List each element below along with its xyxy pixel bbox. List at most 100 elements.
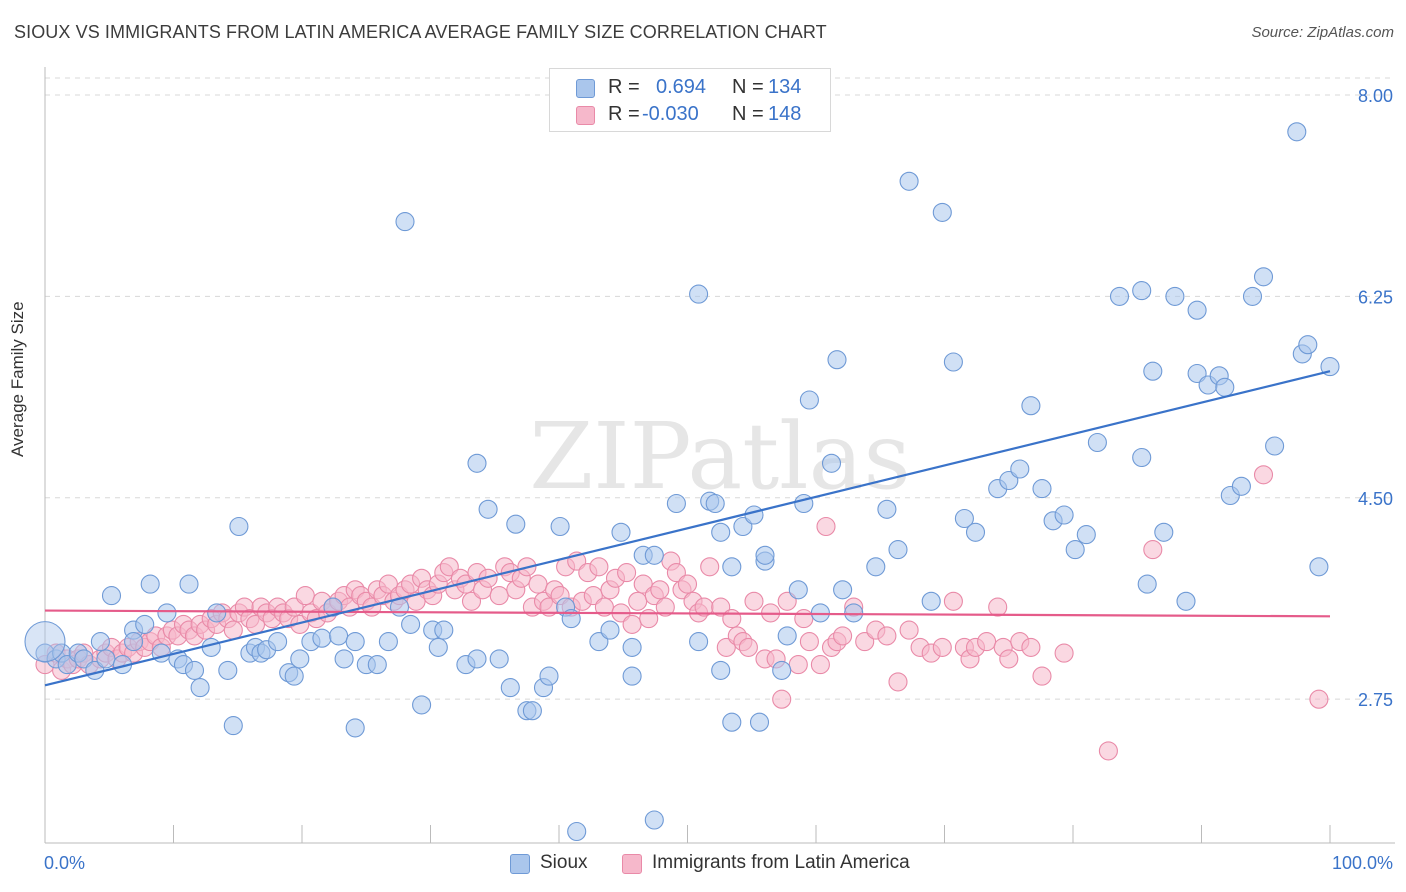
sioux-trend-line	[44, 370, 1331, 687]
latin-america-point	[794, 609, 814, 629]
sioux-point	[24, 621, 66, 663]
sioux-point	[74, 649, 94, 669]
sioux-point	[329, 626, 349, 646]
x-tick-labels: 0.0% 100.0%	[44, 853, 1393, 873]
sioux-point	[644, 545, 664, 565]
legend-r-label: R =	[608, 76, 640, 98]
latin-america-point	[799, 632, 819, 652]
sioux-point	[312, 628, 332, 648]
x-tick-label: 100.0%	[1332, 853, 1393, 873]
sioux-point	[1132, 281, 1152, 301]
latin-america-point	[295, 586, 315, 606]
latin-america-point	[738, 637, 758, 657]
latin-america-point	[700, 557, 720, 577]
sioux-point	[1132, 447, 1152, 468]
latin-america-point	[1309, 689, 1329, 709]
sioux-point	[833, 580, 853, 600]
latin-america-point	[1253, 465, 1274, 485]
sioux-point	[722, 557, 742, 577]
sioux-point	[1253, 267, 1274, 287]
latin-america-point	[583, 586, 603, 606]
sioux-point	[96, 649, 116, 669]
sioux-point	[90, 632, 110, 652]
sioux-point	[689, 632, 709, 652]
legend-n-value: 134	[768, 76, 802, 98]
source-credit: Source: ZipAtlas.com	[1251, 24, 1394, 41]
latin-america-point	[677, 574, 698, 594]
latin-america-point	[1032, 666, 1052, 686]
sioux-point	[268, 632, 288, 652]
sioux-point	[722, 712, 742, 732]
latin-america-point	[594, 597, 614, 617]
sioux-point	[290, 649, 310, 669]
sioux-point	[755, 545, 775, 565]
sioux-point	[140, 574, 160, 594]
latin-america-point	[932, 637, 952, 657]
sioux-point	[1143, 361, 1163, 381]
legend-swatch-latin	[576, 106, 595, 125]
sioux-point	[284, 666, 304, 686]
sioux-point	[1242, 286, 1263, 306]
sioux-point	[467, 649, 487, 669]
sioux-point	[1309, 557, 1329, 577]
sioux-point	[550, 516, 570, 537]
latin-america-point	[528, 574, 548, 594]
latin-america-point	[772, 689, 792, 709]
sioux-point	[345, 718, 365, 738]
latin-america-point	[650, 580, 670, 600]
sioux-point	[622, 637, 642, 657]
sioux-point	[899, 171, 919, 191]
sioux-point	[190, 678, 210, 698]
sioux-point	[999, 470, 1019, 491]
sioux-point	[932, 202, 952, 222]
sioux-point	[954, 508, 974, 529]
y-tick-label: 6.25	[1358, 287, 1393, 307]
sioux-point	[506, 514, 526, 534]
sioux-point	[1287, 122, 1307, 142]
latin-america-point	[1098, 741, 1118, 761]
sioux-point	[428, 637, 448, 657]
sioux-point	[489, 649, 509, 669]
chart-title: SIOUX VS IMMIGRANTS FROM LATIN AMERICA A…	[14, 22, 827, 42]
latin-america-point	[899, 620, 919, 640]
legend-swatch-sioux	[576, 79, 595, 98]
sioux-point	[744, 505, 764, 525]
latin-america-point	[988, 597, 1008, 617]
sioux-point	[395, 212, 415, 232]
latin-america-point	[1143, 540, 1163, 560]
sioux-point	[184, 660, 205, 680]
y-tick-label: 4.50	[1358, 489, 1393, 509]
sioux-point	[367, 655, 387, 675]
bottom-legend-label-sioux: Sioux	[540, 852, 588, 873]
legend-r-value: 0.694	[656, 76, 707, 98]
sioux-point	[1298, 335, 1318, 355]
sioux-point	[467, 453, 487, 473]
axes	[44, 67, 1395, 844]
latin-america-point	[855, 632, 875, 652]
latin-america-point	[1054, 643, 1074, 663]
sioux-point	[877, 499, 897, 519]
sioux-point	[207, 603, 227, 623]
sioux-point	[1320, 357, 1340, 377]
sioux-point	[101, 586, 122, 606]
sioux-point	[229, 516, 249, 537]
sioux-point	[622, 666, 642, 686]
sioux-point	[1137, 574, 1157, 594]
sioux-point	[223, 716, 243, 736]
sioux-point	[749, 712, 770, 732]
legend-n-label: N =	[732, 103, 764, 125]
sioux-point	[1065, 540, 1085, 560]
latin-america-point	[816, 516, 836, 537]
legend-r-value: -0.030	[642, 103, 699, 125]
sioux-point	[644, 810, 664, 830]
sioux-point	[1076, 525, 1096, 545]
sioux-point	[1176, 591, 1196, 611]
sioux-point	[1109, 286, 1130, 306]
latin-america-point	[943, 591, 963, 611]
sioux-point	[711, 660, 731, 680]
sioux-point	[705, 493, 725, 514]
legend: R = 0.694 N = 134 R = -0.030 N = 148	[549, 68, 831, 132]
sioux-point	[772, 660, 792, 680]
sioux-point	[124, 632, 144, 652]
sioux-point	[561, 609, 581, 629]
